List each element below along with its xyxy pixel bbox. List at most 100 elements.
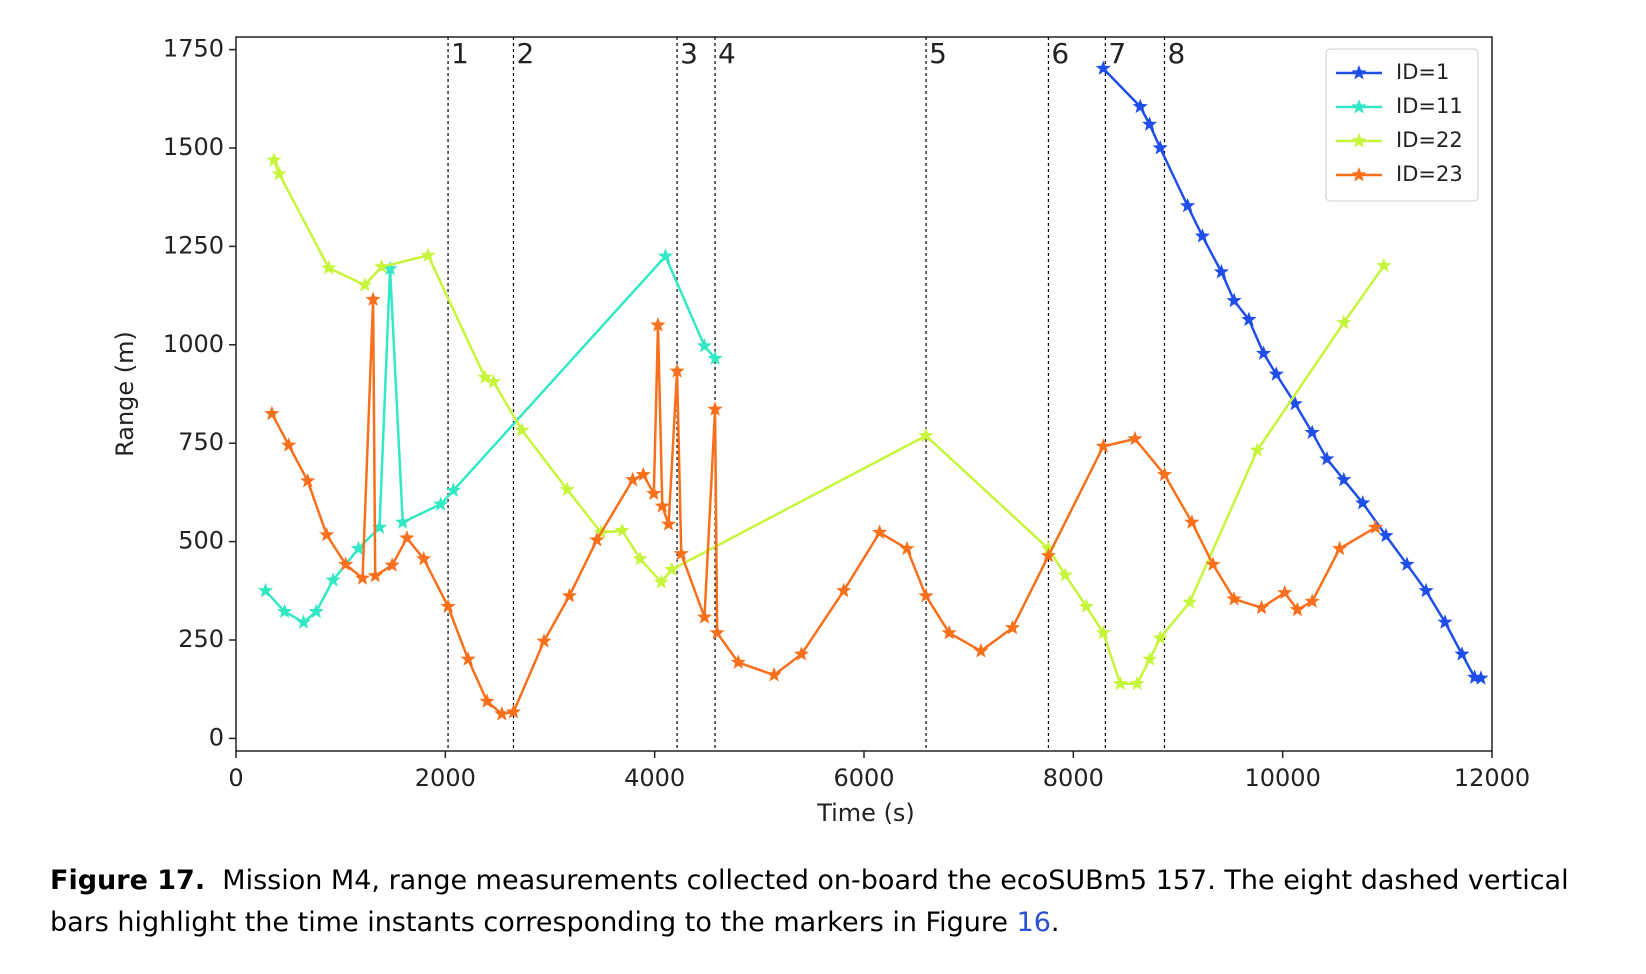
- x-tick-label: 0: [228, 764, 243, 792]
- point-marker: [416, 550, 432, 566]
- point-marker: [635, 466, 651, 482]
- point-marker: [308, 603, 324, 619]
- point-marker: [653, 574, 669, 589]
- point-marker: [1336, 314, 1352, 330]
- event-label: 4: [718, 37, 736, 70]
- event-label: 8: [1167, 37, 1185, 70]
- legend-marker: [1351, 167, 1367, 182]
- point-marker: [709, 624, 725, 640]
- point-marker: [707, 350, 723, 365]
- point-marker: [1287, 395, 1303, 411]
- point-marker: [1180, 197, 1196, 213]
- point-marker: [295, 614, 312, 629]
- point-marker: [1142, 116, 1158, 131]
- point-marker: [1142, 651, 1158, 666]
- point-marker: [625, 471, 641, 487]
- y-tick-label: 750: [178, 428, 224, 456]
- point-marker: [1095, 624, 1111, 640]
- y-tick-label: 250: [178, 625, 224, 653]
- point-marker: [1454, 646, 1470, 661]
- figure-link[interactable]: 16: [1016, 907, 1051, 938]
- x-tick-label: 2000: [415, 764, 476, 792]
- point-marker: [1336, 471, 1352, 487]
- event-label: 1: [451, 37, 469, 70]
- point-marker: [445, 482, 461, 497]
- point-marker: [650, 317, 666, 332]
- point-marker: [941, 624, 957, 640]
- caption-label: Figure 17.: [50, 865, 206, 896]
- point-marker: [646, 485, 662, 501]
- point-marker: [477, 369, 493, 384]
- point-marker: [1152, 140, 1168, 155]
- point-marker: [1367, 519, 1384, 534]
- legend-marker: [1351, 65, 1367, 80]
- point-marker: [1205, 556, 1221, 571]
- caption-text: Mission M4, range measurements collected…: [50, 865, 1569, 938]
- point-marker: [589, 532, 605, 547]
- point-marker: [494, 706, 510, 721]
- point-marker: [836, 582, 852, 598]
- point-marker: [257, 582, 274, 598]
- point-marker: [319, 526, 335, 542]
- point-marker: [1226, 591, 1242, 606]
- point-marker: [1289, 601, 1305, 617]
- legend-marker: [1351, 133, 1367, 148]
- caption: Figure 17. Mission M4, range measurement…: [50, 860, 1610, 944]
- point-marker: [1078, 598, 1094, 613]
- point-marker: [973, 643, 989, 658]
- series-line: [272, 159, 1385, 685]
- point-marker: [1184, 514, 1200, 529]
- point-marker: [899, 540, 915, 556]
- point-marker: [1129, 675, 1145, 691]
- point-marker: [1182, 594, 1198, 609]
- point-marker: [536, 633, 552, 648]
- point-marker: [420, 247, 436, 262]
- point-marker: [338, 556, 354, 571]
- event-label: 2: [516, 37, 534, 70]
- point-marker: [1319, 450, 1335, 466]
- point-marker: [1156, 466, 1173, 482]
- event-label: 5: [929, 37, 947, 70]
- y-tick-label: 1750: [163, 35, 224, 63]
- point-marker: [664, 561, 680, 576]
- legend-marker: [1351, 99, 1367, 114]
- point-marker: [365, 291, 381, 306]
- caption-end: .: [1050, 907, 1060, 938]
- point-marker: [632, 550, 648, 566]
- point-marker: [918, 427, 934, 443]
- point-marker: [696, 338, 713, 353]
- point-marker: [440, 598, 456, 613]
- point-marker: [1095, 438, 1111, 453]
- point-marker: [1304, 424, 1320, 439]
- point-marker: [367, 567, 383, 583]
- point-marker: [371, 519, 388, 534]
- point-marker: [357, 277, 373, 292]
- point-marker: [505, 704, 522, 719]
- point-marker: [325, 572, 341, 587]
- y-tick-label: 1000: [163, 330, 224, 358]
- point-marker: [514, 422, 530, 437]
- legend-label: ID=1: [1396, 60, 1449, 84]
- event-label: 3: [680, 37, 698, 70]
- point-marker: [1112, 675, 1128, 691]
- point-marker: [1355, 495, 1371, 510]
- legend-box: [1325, 48, 1479, 202]
- y-tick-label: 500: [178, 527, 224, 555]
- point-marker: [1040, 547, 1056, 563]
- y-tick-label: 1250: [163, 231, 224, 259]
- point-marker: [730, 654, 746, 669]
- point-marker: [1437, 614, 1453, 629]
- point-marker: [1268, 366, 1284, 381]
- point-marker: [374, 258, 390, 274]
- legend: ID=1 ID=11 ID=22 ID=23: [1325, 48, 1479, 202]
- point-marker: [1152, 630, 1168, 645]
- point-marker: [433, 496, 449, 511]
- point-marker: [399, 530, 415, 545]
- point-marker: [460, 651, 476, 666]
- x-tick-label: 8000: [1043, 764, 1104, 792]
- legend-label: ID=22: [1396, 128, 1463, 152]
- point-marker: [1132, 98, 1148, 114]
- point-marker: [1127, 430, 1143, 446]
- point-marker: [300, 473, 316, 488]
